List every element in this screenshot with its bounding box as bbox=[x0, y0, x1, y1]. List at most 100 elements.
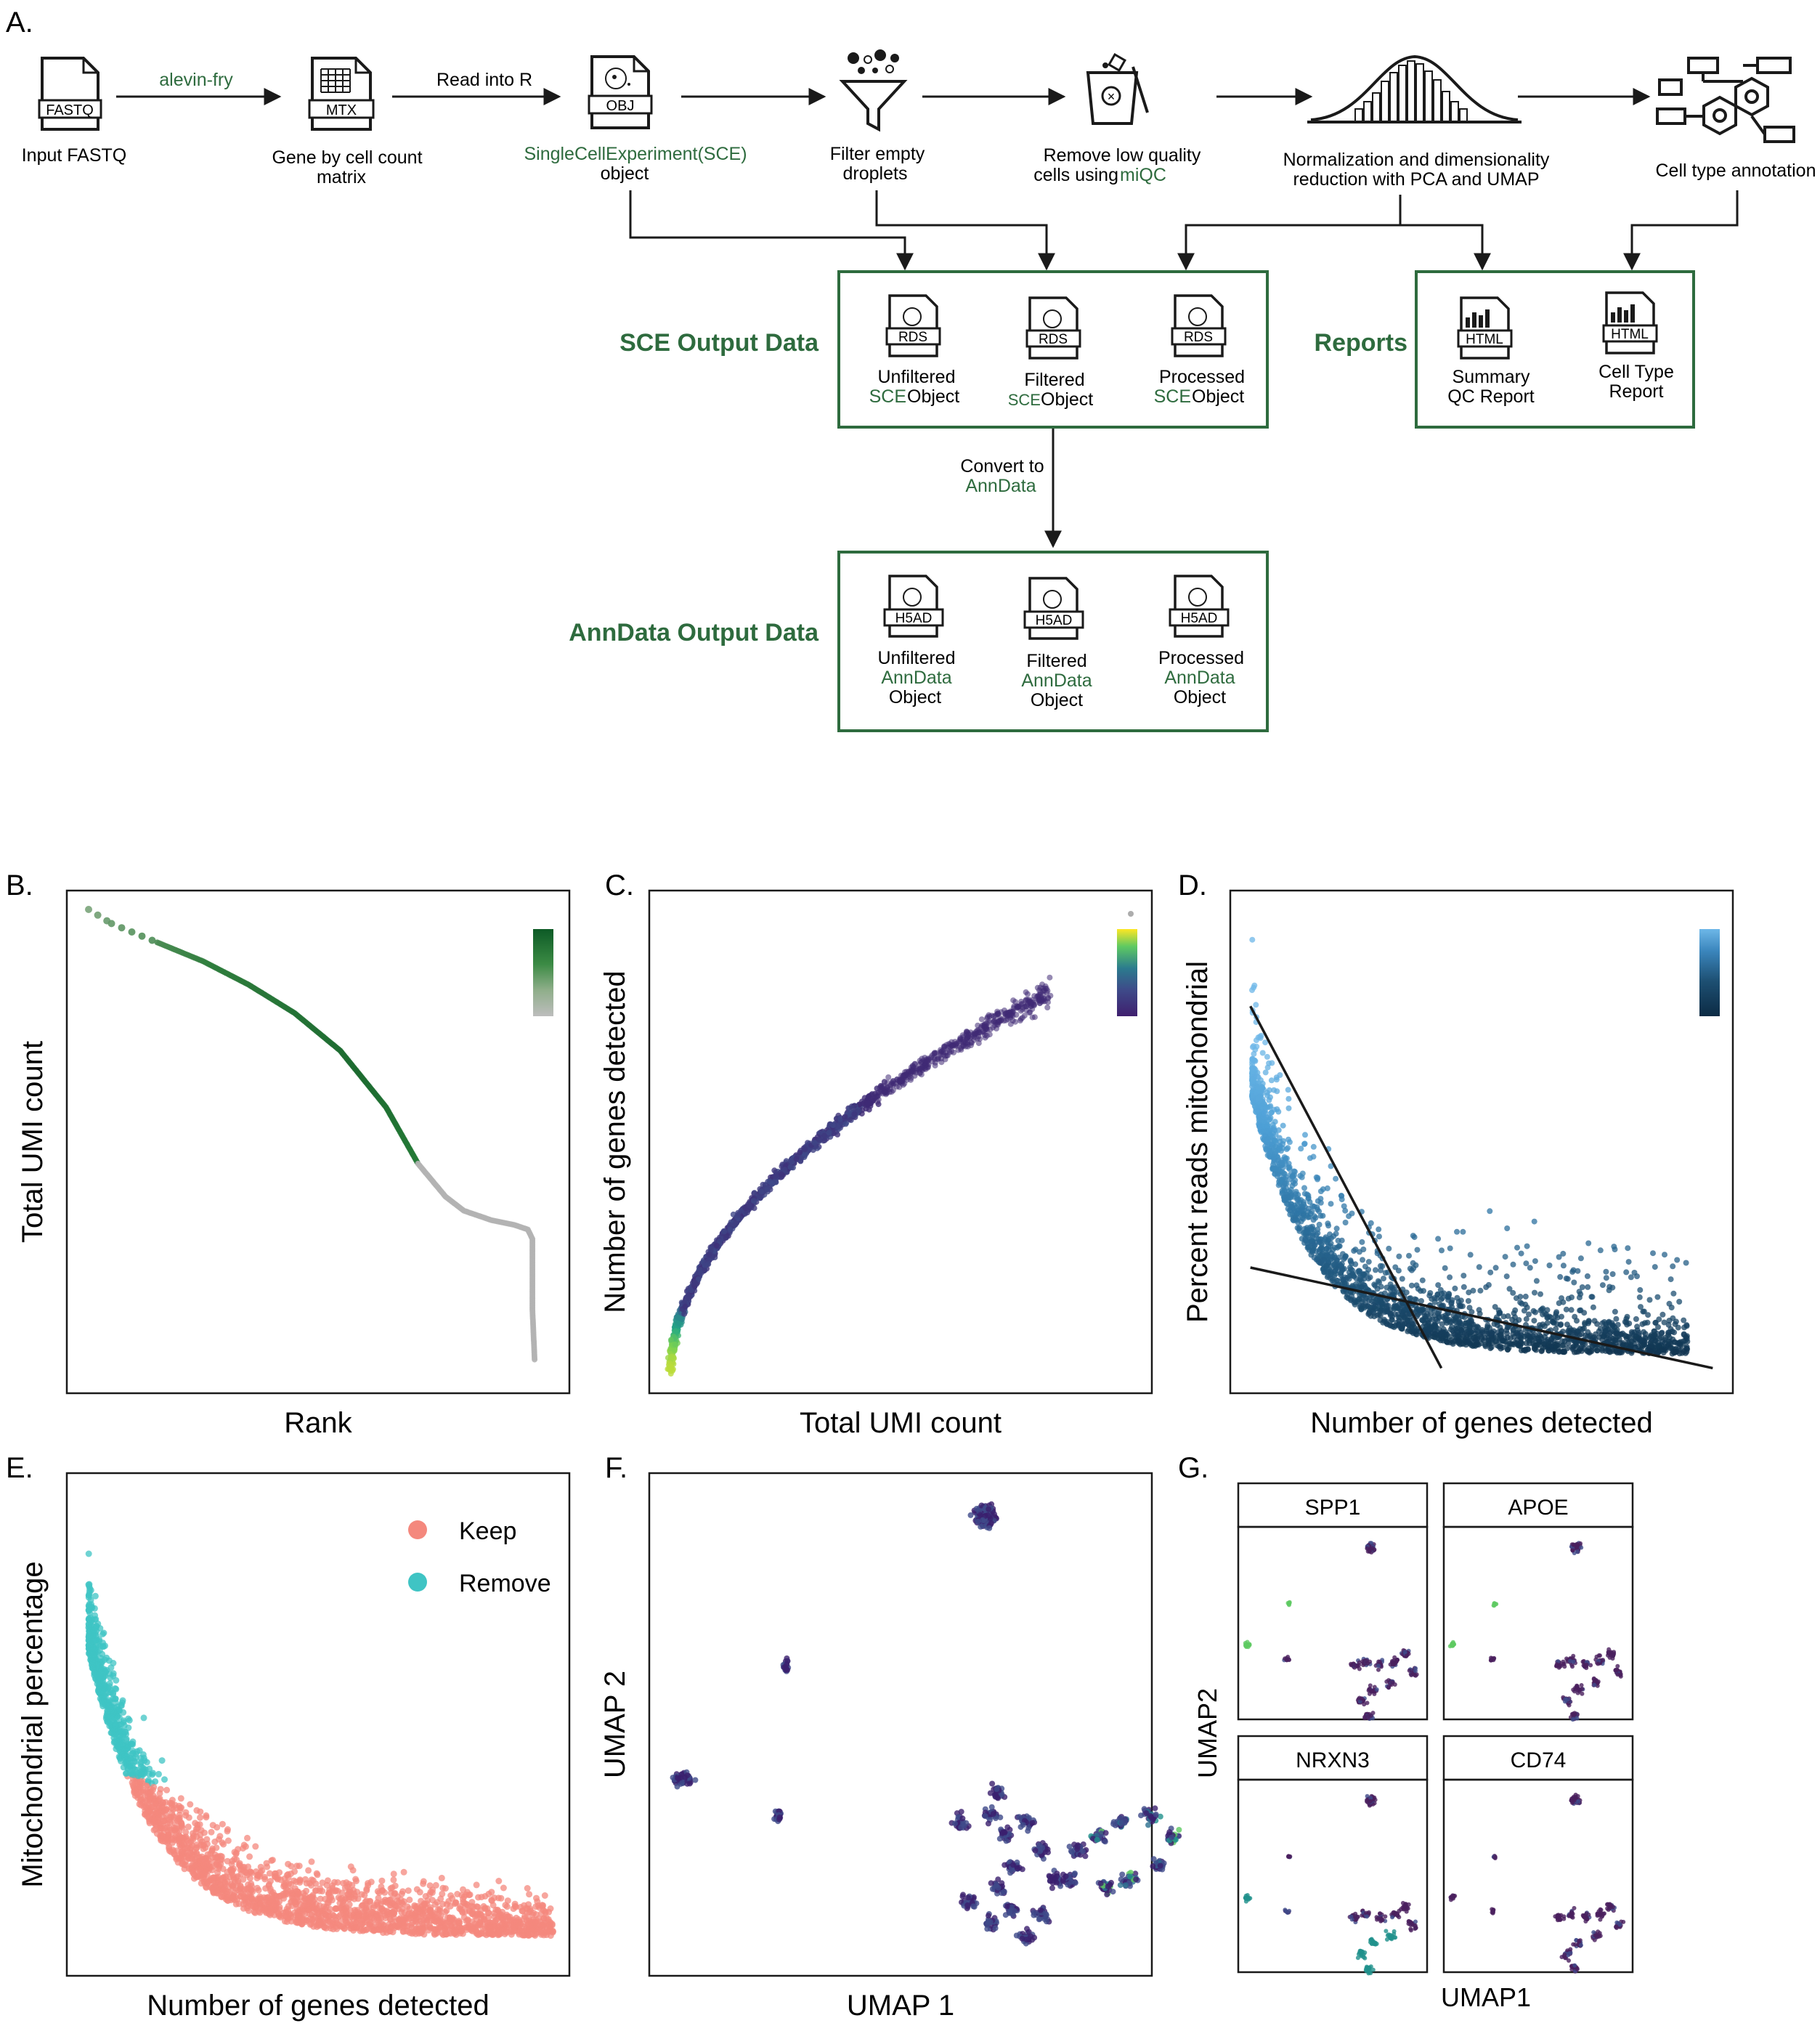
panel-d-plot bbox=[1249, 936, 1713, 1370]
umi-gene-point bbox=[946, 1047, 952, 1053]
mito-point bbox=[1559, 1295, 1564, 1302]
keep-point bbox=[308, 1858, 315, 1865]
knee-point bbox=[107, 920, 115, 928]
knee-point bbox=[148, 936, 156, 944]
umi-gene-point bbox=[902, 1071, 909, 1078]
mito-point bbox=[1439, 1247, 1445, 1254]
mito-point bbox=[1533, 1278, 1540, 1284]
mito-point bbox=[1674, 1257, 1681, 1263]
keep-point bbox=[378, 1877, 386, 1884]
mito-point bbox=[1264, 1122, 1271, 1129]
mito-point bbox=[1570, 1267, 1577, 1273]
mito-point bbox=[1301, 1185, 1307, 1191]
arrow-label-alevin-fry: alevin-fry bbox=[159, 70, 233, 90]
keep-point bbox=[187, 1801, 194, 1808]
panel-d-colorbar bbox=[1699, 929, 1720, 1016]
mito-point bbox=[1597, 1326, 1604, 1331]
mito-point bbox=[1365, 1266, 1372, 1273]
mito-point bbox=[1272, 1119, 1278, 1125]
mito-point bbox=[1670, 1263, 1676, 1270]
mito-point bbox=[1510, 1289, 1516, 1296]
umi-gene-point bbox=[826, 1130, 832, 1136]
mito-point bbox=[1467, 1324, 1474, 1330]
umi-gene-point bbox=[866, 1100, 872, 1107]
mito-point bbox=[1271, 1106, 1277, 1113]
umi-gene-point bbox=[983, 1023, 989, 1029]
umi-gene-point bbox=[758, 1188, 765, 1194]
mito-point bbox=[1474, 1337, 1480, 1343]
mito-point bbox=[1251, 1066, 1258, 1071]
h5ad-icon-label: H5AD bbox=[1181, 611, 1218, 626]
panel-b-frame bbox=[65, 889, 571, 1395]
umi-gene-point bbox=[1047, 992, 1054, 999]
mito-point bbox=[1396, 1253, 1402, 1260]
mito-point bbox=[1673, 1318, 1679, 1325]
mito-point bbox=[1484, 1331, 1490, 1337]
umi-gene-point bbox=[834, 1124, 841, 1130]
mito-point bbox=[1546, 1262, 1553, 1268]
h5ad-file-icon: H5AD bbox=[1169, 575, 1230, 638]
umi-gene-point bbox=[802, 1146, 808, 1153]
step-remove-line2-miqc: miQC bbox=[1120, 165, 1166, 185]
trash-icon: × bbox=[1086, 53, 1149, 125]
reports-title: Reports bbox=[1315, 329, 1407, 357]
mito-point bbox=[1377, 1312, 1384, 1318]
sce-filtered-object: Object bbox=[1041, 389, 1093, 410]
umi-gene-point bbox=[1021, 1013, 1028, 1019]
mtx-file-icon: MTX bbox=[308, 57, 375, 131]
ann-processed-line3: Object bbox=[1174, 687, 1226, 708]
sce-processed-line1: Processed bbox=[1159, 367, 1245, 387]
mito-point bbox=[1291, 1209, 1298, 1216]
mito-point bbox=[1295, 1219, 1301, 1225]
mito-point bbox=[1314, 1204, 1320, 1210]
umi-gene-point bbox=[769, 1180, 776, 1187]
mito-point bbox=[1585, 1284, 1591, 1290]
mito-point bbox=[1285, 1160, 1292, 1167]
mito-point bbox=[1271, 1087, 1277, 1093]
mito-point bbox=[1392, 1311, 1398, 1318]
report-celltype-line2: Report bbox=[1609, 381, 1663, 402]
umi-gene-point bbox=[975, 1040, 982, 1047]
sce-output-title: SCE Output Data bbox=[619, 329, 819, 357]
umi-gene-point bbox=[675, 1314, 682, 1321]
umi-gene-point bbox=[1027, 1009, 1033, 1016]
umi-gene-point bbox=[734, 1212, 741, 1219]
mito-point bbox=[1341, 1203, 1347, 1209]
umi-gene-point bbox=[911, 1061, 918, 1067]
mito-point bbox=[1642, 1331, 1649, 1337]
umi-gene-point bbox=[865, 1094, 872, 1100]
anndata-output-title: AnnData Output Data bbox=[569, 619, 819, 646]
mito-point bbox=[1659, 1311, 1666, 1318]
mito-point bbox=[1649, 1342, 1654, 1349]
panel-a: A. FASTQ Input FASTQ alevin-fry MTX G bbox=[6, 7, 1816, 732]
mito-point bbox=[1533, 1347, 1539, 1353]
mito-point bbox=[1527, 1265, 1533, 1271]
step-remove-line1: Remove low quality bbox=[1044, 145, 1201, 166]
mito-point bbox=[1338, 1237, 1345, 1244]
mito-point bbox=[1675, 1324, 1681, 1331]
mito-point bbox=[1466, 1305, 1473, 1311]
rds-icon-label: RDS bbox=[898, 330, 927, 345]
umi-gene-point bbox=[668, 1337, 674, 1343]
mito-point bbox=[1483, 1284, 1490, 1290]
mito-point bbox=[1285, 1145, 1291, 1151]
mito-point bbox=[1599, 1320, 1606, 1326]
mito-point bbox=[1510, 1261, 1516, 1268]
rds-file-icon: RDS bbox=[1171, 294, 1227, 357]
umi-gene-point bbox=[686, 1295, 692, 1302]
mito-point bbox=[1637, 1337, 1644, 1343]
step-filter-line1: Filter empty bbox=[830, 144, 925, 164]
umi-gene-point bbox=[918, 1071, 925, 1078]
keep-point bbox=[314, 1871, 321, 1878]
mito-point bbox=[1252, 1103, 1259, 1109]
umi-gene-point bbox=[1007, 1021, 1014, 1027]
umi-gene-point bbox=[1013, 1012, 1020, 1018]
ann-unfiltered-line1: Unfiltered bbox=[878, 648, 956, 668]
mito-point bbox=[1617, 1350, 1623, 1356]
umi-gene-point bbox=[942, 1053, 948, 1059]
mito-point bbox=[1344, 1274, 1351, 1281]
mito-point bbox=[1487, 1269, 1494, 1276]
umi-gene-point bbox=[1128, 911, 1134, 917]
mito-point bbox=[1656, 1316, 1662, 1323]
mito-point bbox=[1310, 1154, 1317, 1160]
